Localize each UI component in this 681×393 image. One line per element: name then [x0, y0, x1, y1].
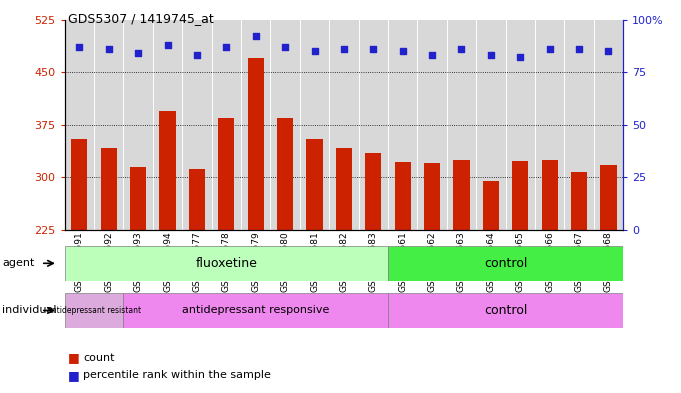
Text: individual: individual	[2, 305, 57, 316]
Point	[309, 48, 320, 54]
Point	[162, 42, 173, 48]
Text: percentile rank within the sample: percentile rank within the sample	[83, 370, 271, 380]
Point	[544, 46, 555, 52]
Point	[191, 52, 202, 59]
Text: count: count	[83, 353, 114, 363]
Point	[280, 44, 291, 50]
Text: antidepressant responsive: antidepressant responsive	[182, 305, 330, 316]
Point	[133, 50, 144, 57]
Bar	[454, 160, 469, 230]
Point	[426, 52, 437, 59]
Point	[397, 48, 408, 54]
Point	[221, 44, 232, 50]
Point	[456, 46, 467, 52]
Text: control: control	[484, 304, 527, 317]
Bar	[512, 161, 528, 230]
Point	[74, 44, 85, 50]
Text: antidepressant resistant: antidepressant resistant	[47, 306, 141, 315]
Bar	[388, 246, 623, 281]
Bar	[248, 58, 264, 230]
Point	[368, 46, 379, 52]
Bar	[541, 160, 558, 230]
Text: GDS5307 / 1419745_at: GDS5307 / 1419745_at	[68, 12, 214, 25]
Bar	[306, 139, 323, 230]
Bar	[336, 148, 352, 230]
Text: ■: ■	[68, 351, 80, 364]
Bar	[571, 172, 587, 230]
Bar	[388, 293, 623, 328]
Text: control: control	[484, 257, 527, 270]
Point	[515, 54, 526, 61]
Bar	[277, 118, 294, 230]
Point	[573, 46, 584, 52]
Bar	[394, 162, 411, 230]
Text: fluoxetine: fluoxetine	[195, 257, 257, 270]
Bar	[130, 167, 146, 230]
Point	[603, 48, 614, 54]
Bar	[72, 139, 87, 230]
Bar	[123, 293, 388, 328]
Bar	[365, 153, 381, 230]
Bar	[65, 246, 388, 281]
Bar	[65, 293, 123, 328]
Text: agent: agent	[2, 258, 35, 268]
Point	[486, 52, 496, 59]
Bar	[601, 165, 616, 230]
Bar	[483, 181, 499, 230]
Point	[104, 46, 114, 52]
Point	[251, 33, 262, 40]
Bar	[189, 169, 205, 230]
Bar	[101, 148, 117, 230]
Text: ■: ■	[68, 369, 80, 382]
Bar	[218, 118, 234, 230]
Point	[338, 46, 349, 52]
Bar	[424, 163, 440, 230]
Bar	[159, 111, 176, 230]
